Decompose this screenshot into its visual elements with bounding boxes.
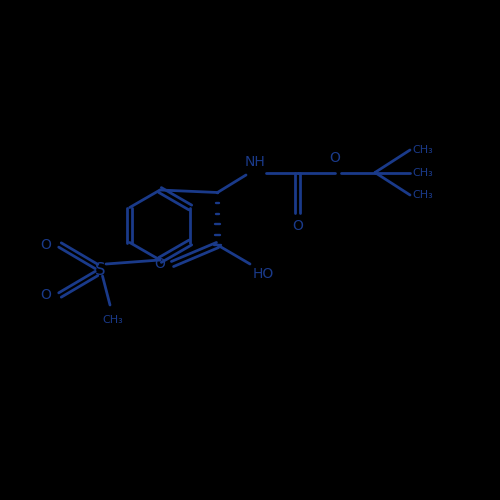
Text: O: O <box>154 257 165 271</box>
Text: HO: HO <box>252 266 274 280</box>
Text: O: O <box>40 238 51 252</box>
Text: CH₃: CH₃ <box>412 190 433 200</box>
Text: O: O <box>330 151 340 165</box>
Text: CH₃: CH₃ <box>412 145 433 155</box>
Text: O: O <box>292 218 303 232</box>
Text: CH₃: CH₃ <box>412 168 433 177</box>
Text: CH₃: CH₃ <box>102 315 123 325</box>
Text: S: S <box>95 261 105 279</box>
Text: O: O <box>40 288 51 302</box>
Text: NH: NH <box>244 154 266 168</box>
